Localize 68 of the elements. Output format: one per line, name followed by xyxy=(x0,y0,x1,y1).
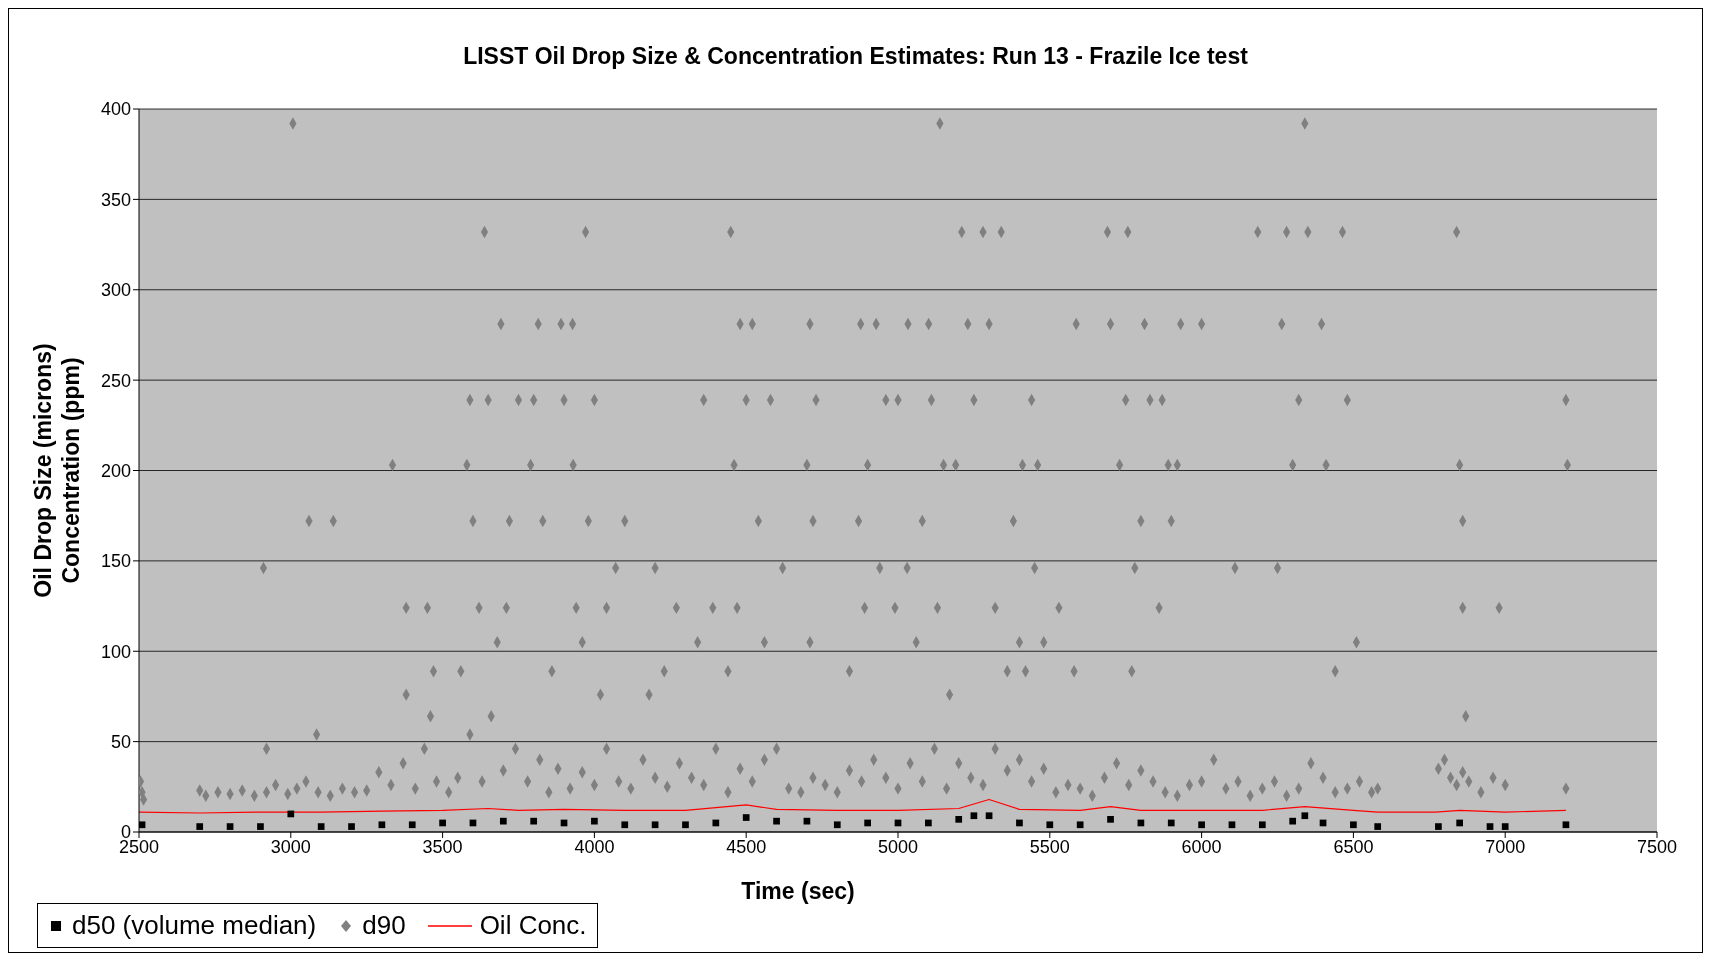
x-tick-label: 6000 xyxy=(1181,836,1222,857)
point xyxy=(530,817,538,825)
point xyxy=(621,821,629,829)
point xyxy=(348,823,355,830)
point xyxy=(196,823,204,830)
point xyxy=(226,823,234,830)
point xyxy=(1046,821,1054,829)
y-tick-label: 150 xyxy=(100,551,131,572)
point xyxy=(139,821,146,829)
chart-title: LISST Oil Drop Size & Concentration Estimates: Run 13 - Frazile Ice test xyxy=(462,43,1249,70)
y-tick-label: 300 xyxy=(100,280,131,301)
x-tick-label: 6500 xyxy=(1333,836,1374,857)
point xyxy=(257,823,264,830)
y-tick-label: 100 xyxy=(100,641,131,662)
point xyxy=(439,819,446,827)
point xyxy=(925,819,932,827)
y-tick-label: 350 xyxy=(100,189,131,210)
legend-label: d50 (volume median) xyxy=(72,910,317,941)
point xyxy=(803,817,811,825)
point xyxy=(1198,821,1205,829)
y-tick-label: 50 xyxy=(110,732,131,753)
point xyxy=(864,819,871,827)
point xyxy=(773,817,780,825)
point xyxy=(1374,823,1382,830)
point xyxy=(1167,819,1175,827)
y-tick-label: 200 xyxy=(100,460,131,481)
point xyxy=(985,812,993,820)
point xyxy=(287,810,295,818)
x-tick-label: 4500 xyxy=(726,836,767,857)
y-tick-label: 400 xyxy=(100,99,131,120)
x-tick-label: 7500 xyxy=(1636,836,1678,857)
point xyxy=(408,821,416,829)
point xyxy=(591,817,598,825)
point xyxy=(1258,821,1266,829)
point xyxy=(1456,819,1464,827)
point xyxy=(1016,819,1023,827)
y-axis-title: Oil Drop Size (microns) Concentration (ppm) xyxy=(30,343,84,598)
point xyxy=(682,821,689,829)
point xyxy=(1228,821,1236,829)
point xyxy=(1301,812,1309,820)
line-series xyxy=(139,798,1567,814)
point xyxy=(499,817,507,825)
x-tick-label: 3000 xyxy=(270,836,311,857)
x-tick-label: 3500 xyxy=(422,836,463,857)
point xyxy=(1501,823,1509,830)
point xyxy=(1562,821,1570,829)
point xyxy=(1486,823,1494,830)
x-tick-label: 7000 xyxy=(1485,836,1526,857)
legend-label: d90 xyxy=(362,910,406,941)
point xyxy=(1076,821,1084,829)
x-tick-label: 4000 xyxy=(574,836,615,857)
point xyxy=(970,812,978,820)
point xyxy=(1289,817,1297,825)
point xyxy=(378,821,386,829)
x-tick-label: 5000 xyxy=(877,836,919,857)
point xyxy=(1107,815,1114,823)
point xyxy=(955,815,963,823)
x-axis-title: Time (sec) xyxy=(741,878,855,904)
point xyxy=(712,819,720,827)
x-tick-label: 5500 xyxy=(1029,836,1070,857)
point xyxy=(1435,823,1442,830)
point xyxy=(742,814,750,821)
legend-label: Oil Conc. xyxy=(479,910,587,941)
point xyxy=(317,823,325,830)
y-tick-label: 250 xyxy=(100,370,131,391)
point xyxy=(1350,821,1357,829)
point xyxy=(651,821,659,829)
point xyxy=(833,821,841,829)
